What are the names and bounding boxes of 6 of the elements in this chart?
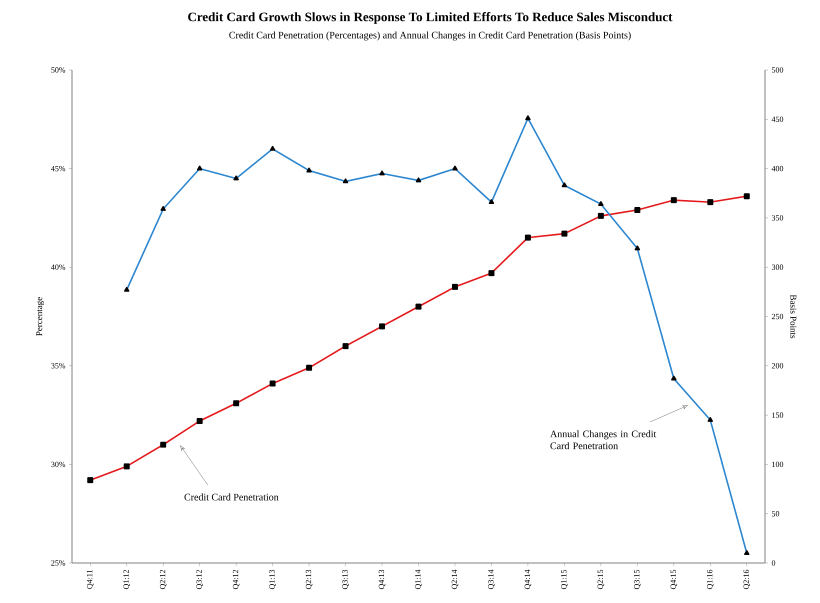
- annotation: Credit Card Penetration: [184, 493, 279, 500]
- chart-title: Credit Card Growth Slows in Response To Limited Efforts To Reduce Sales Misconduct: [188, 12, 672, 24]
- annotation: Annual Changes in Credit Card Penetration: [550, 430, 656, 450]
- y-axis-title: Percentage: [36, 297, 44, 336]
- chart-subtitle: Credit Card Penetration (Percentages) and Annual Changes in Credit Card Penetration (Basis Points): [229, 31, 631, 41]
- y2-axis-title: Basis Points: [790, 294, 796, 338]
